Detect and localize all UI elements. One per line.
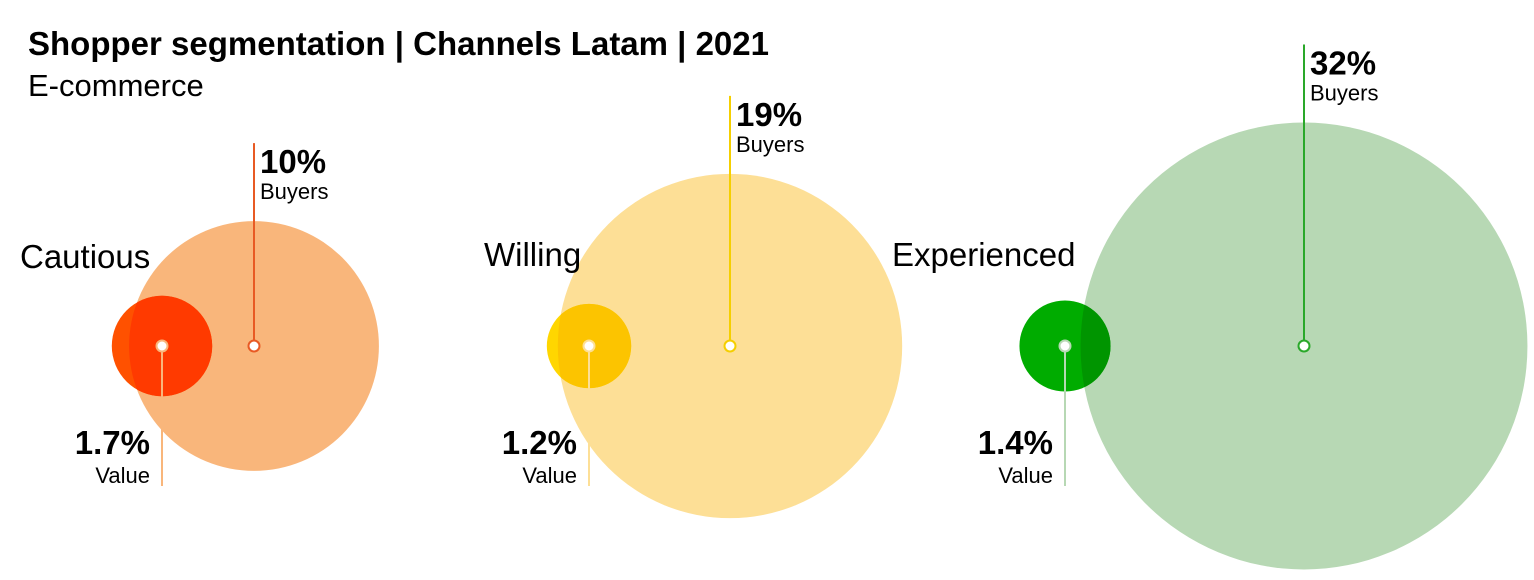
willing-value-percent: 1.2% bbox=[502, 424, 577, 461]
experienced-buyers-marker bbox=[1297, 339, 1311, 353]
willing-buyers-percent: 19% bbox=[736, 96, 802, 133]
willing-buyers-label: Buyers bbox=[736, 132, 804, 157]
experienced-buyers-label: Buyers bbox=[1310, 81, 1378, 106]
cautious-buyers-marker bbox=[247, 339, 261, 353]
willing-value-label: Value bbox=[522, 463, 577, 488]
chart-header: Shopper segmentation | Channels Latam | … bbox=[28, 22, 769, 106]
willing-buyers-marker bbox=[723, 339, 737, 353]
chart-subtitle: E-commerce bbox=[28, 68, 204, 103]
cautious-value-percent: 1.7% bbox=[75, 424, 150, 461]
chart-title: Shopper segmentation | Channels Latam | … bbox=[28, 25, 769, 62]
willing-value-marker bbox=[582, 339, 596, 353]
cautious-value-marker bbox=[155, 339, 169, 353]
cautious-buyers-label: Buyers bbox=[260, 179, 328, 204]
experienced-value-percent: 1.4% bbox=[978, 424, 1053, 461]
experienced-value-marker bbox=[1058, 339, 1072, 353]
experienced-segment-name: Experienced bbox=[892, 236, 1075, 273]
cautious-value-label: Value bbox=[95, 463, 150, 488]
experienced-overlap bbox=[1080, 300, 1111, 392]
cautious-segment-name: Cautious bbox=[20, 238, 150, 275]
experienced-buyers-percent: 32% bbox=[1310, 45, 1376, 82]
cautious-buyers-percent: 10% bbox=[260, 143, 326, 180]
willing-segment-name: Willing bbox=[484, 236, 581, 273]
experienced-value-label: Value bbox=[998, 463, 1053, 488]
